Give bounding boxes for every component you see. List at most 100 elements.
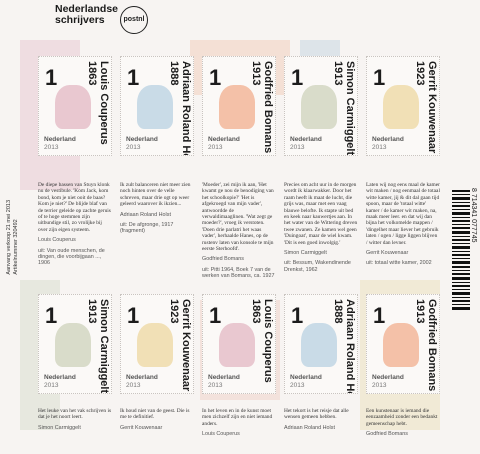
stamp: 1 Godfried Bomans 1913 Nederland 2013: [366, 294, 440, 394]
quote-author: Simon Carmiggelt: [284, 250, 327, 257]
stamp: 1 Simon Carmiggelt 1913 Nederland 2013: [38, 294, 112, 394]
stamp-writer-name: Gerrit Kouwenaar 1923: [414, 61, 438, 154]
stamp-country: Nederland: [372, 374, 404, 381]
quote-author: Adriaan Roland Holst: [284, 424, 335, 431]
quote-text: Ik zult balanceren niet meer zien noch h…: [120, 182, 191, 208]
portrait-image: [219, 323, 255, 367]
stamp-writer-name: Adriaan Roland Holst 1888: [168, 61, 192, 156]
stamp-country: Nederland: [372, 136, 404, 143]
stamp-writer-name: Adriaan Roland Holst 1888: [332, 299, 356, 394]
quote-author: Louis Couperus: [38, 237, 76, 244]
stamp: 1 Simon Carmiggelt 1913 Nederland 2013: [284, 56, 358, 156]
stamp-value: 1: [209, 303, 222, 328]
sheet-title: Nederlandse schrijvers: [55, 4, 118, 26]
quote-block: De diepe bassen van Stuyn klonk nu de ve…: [38, 182, 112, 267]
quote-text: In het leven en in de kunst moet men zic…: [202, 408, 273, 427]
portrait-image: [219, 85, 255, 129]
stamp-year: 2013: [44, 144, 59, 151]
stamp-value: 1: [127, 65, 140, 90]
side-info: Aanvang verkoop 21 mei 2013 Artikelnumme…: [6, 200, 20, 275]
stamp-year: 2013: [208, 382, 223, 389]
stamp-country: Nederland: [126, 374, 158, 381]
quote-author: Godfried Bomans: [366, 431, 408, 438]
stamp-year: 2013: [290, 144, 305, 151]
stamp-year: 2013: [290, 382, 305, 389]
stamp-country: Nederland: [290, 374, 322, 381]
quote-block: Het tekort is het reisje dat alle wensen…: [284, 408, 358, 431]
quote-author: Adriaan Roland Holst: [120, 211, 171, 218]
stamp-writer-name: Louis Couperus 1863: [86, 61, 110, 145]
stamp-writer-name: Gerrit Kouwenaar 1923: [168, 299, 192, 392]
stamp-country: Nederland: [44, 136, 76, 143]
stamp: 1 Gerrit Kouwenaar 1923 Nederland 2013: [120, 294, 194, 394]
quote-block: 'Moeder', zei mijn ik aan, 'Het kwamt ge…: [202, 182, 276, 280]
stamp: 1 Louis Couperus 1863 Nederland 2013: [38, 56, 112, 156]
side-info-article: Artikelnummer 320492: [13, 219, 19, 275]
stamp: 1 Louis Couperus 1863 Nederland 2013: [202, 294, 276, 394]
portrait-image: [383, 85, 419, 129]
quote-source: uit: De afgronge, 1917 (fragment): [120, 222, 174, 235]
quote-text: Het leuke van het vak schrijven is dat j…: [38, 408, 112, 421]
stamp-writer-name: Godfried Bomans 1913: [414, 299, 438, 392]
quote-source: uit: totaal witte kamer, 2002: [366, 260, 432, 267]
stamp-year: 2013: [126, 382, 141, 389]
portrait-image: [137, 85, 173, 129]
quote-author: Simon Carmiggelt: [38, 424, 81, 431]
stamp-writer-name: Simon Carmiggelt 1913: [332, 61, 356, 156]
portrait-image: [137, 323, 173, 367]
stamp-value: 1: [373, 303, 386, 328]
stamp-year: 2013: [44, 382, 59, 389]
stamp-year: 2013: [208, 144, 223, 151]
quote-text: De diepe bassen van Stuyn klonk nu de ve…: [38, 182, 111, 233]
stamp-value: 1: [45, 65, 58, 90]
quote-text: 'Moeder', zei mijn ik aan, 'Het kwamt ge…: [202, 182, 274, 253]
stamp-country: Nederland: [208, 374, 240, 381]
portrait-image: [55, 323, 91, 367]
stamp-value: 1: [127, 303, 140, 328]
stamp-country: Nederland: [44, 374, 76, 381]
quote-text: Laten wij nog eens maal de kamer wit mak…: [366, 182, 440, 246]
quote-text: Het tekort is het reisje dat alle wensen…: [284, 408, 349, 421]
quote-author: Louis Couperus: [202, 431, 240, 438]
side-info-sale-date: Aanvang verkoop 21 mei 2013: [6, 200, 12, 275]
quote-text: Ik houd niet van de geest. Die is me te …: [120, 408, 190, 421]
portrait-image: [383, 323, 419, 367]
quote-author: Godfried Bomans: [202, 256, 244, 263]
quote-source: uit: Pitti 1964, Boek 7 van de werken va…: [202, 266, 275, 280]
title-line-1: Nederlandse: [55, 3, 119, 15]
portrait-image: [55, 85, 91, 129]
postnl-logo: postnl: [120, 6, 148, 34]
stamp-value: 1: [291, 303, 304, 328]
stamp-writer-name: Godfried Bomans 1913: [250, 61, 274, 154]
barcode-number: 8 714341 077745: [470, 188, 477, 243]
portrait-image: [301, 85, 337, 129]
quote-block: Ik zult balanceren niet meer zien noch h…: [120, 182, 194, 235]
stamp-country: Nederland: [208, 136, 240, 143]
portrait-image: [301, 323, 337, 367]
quote-author: Gerrit Kouwenaar: [120, 424, 163, 431]
stamp: 1 Gerrit Kouwenaar 1923 Nederland 2013: [366, 56, 440, 156]
title-line-2: schrijvers: [55, 14, 105, 26]
quote-text: Precies om acht uur in de morgen wordt i…: [284, 182, 358, 246]
stamp-year: 2013: [372, 382, 387, 389]
stamp-value: 1: [291, 65, 304, 90]
stamp-value: 1: [45, 303, 58, 328]
quote-block: Precies om acht uur in de morgen wordt i…: [284, 182, 358, 273]
stamp-writer-name: Louis Couperus 1863: [250, 299, 274, 383]
quote-block: Een kunstenaar is iemand die eenzaamheid…: [366, 408, 440, 438]
stamp-writer-name: Simon Carmiggelt 1913: [86, 299, 110, 394]
barcode: [452, 190, 470, 310]
stamp: 1 Adriaan Roland Holst 1888 Nederland 201…: [284, 294, 358, 394]
stamp: 1 Adriaan Roland Holst 1888 Nederland 201…: [120, 56, 194, 156]
stamp-year: 2013: [126, 144, 141, 151]
stamp-value: 1: [373, 65, 386, 90]
quote-block: Het leuke van het vak schrijven is dat j…: [38, 408, 112, 431]
stamp-value: 1: [209, 65, 222, 90]
quote-block: In het leven en in de kunst moet men zic…: [202, 408, 276, 438]
quote-text: Een kunstenaar is iemand die eenzaamheid…: [366, 408, 438, 427]
quote-source: uit: Bessum, Wakendinende Drenkst, 1962: [284, 260, 351, 273]
stamp-year: 2013: [372, 144, 387, 151]
stamp-country: Nederland: [126, 136, 158, 143]
stamp-country: Nederland: [290, 136, 322, 143]
